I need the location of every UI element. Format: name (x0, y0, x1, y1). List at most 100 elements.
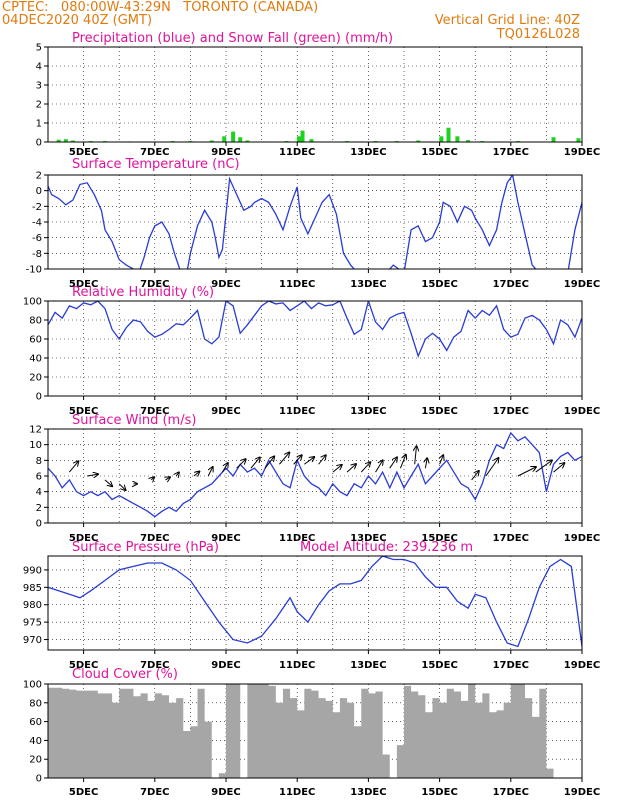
temp-data (48, 175, 582, 269)
wind-arrow (118, 483, 125, 490)
wind-arrow (176, 472, 179, 476)
x-tick-label: 11DEC (279, 147, 315, 158)
snowfall-bar (439, 136, 444, 142)
x-tick-label: 7DEC (140, 660, 169, 671)
rh-data (48, 301, 582, 358)
y-tick-label: 985 (23, 583, 42, 594)
wind-arrow (425, 458, 427, 469)
y-tick-label: 100 (23, 297, 42, 308)
rh-frame (47, 300, 583, 397)
wind-arrow (375, 460, 383, 473)
rh-line (48, 301, 582, 358)
x-tick-label: 11DEC (279, 406, 315, 417)
cloud-data (48, 684, 582, 778)
y-tick-label: -4 (32, 218, 42, 229)
precip-panel: 0 1 2 3 4 5 5DEC 7DEC 9DEC 11DEC 13DEC 15DEC 17DEC 19… (36, 31, 601, 158)
x-tick-label: 15DEC (421, 279, 457, 290)
y-tick-label: -8 (32, 249, 42, 260)
wind-arrow (236, 459, 246, 469)
wind-arrow (346, 464, 356, 473)
x-tick-label: 11DEC (279, 279, 315, 290)
y-tick-label: 0 (36, 186, 42, 197)
x-tick-label: 9DEC (211, 147, 240, 158)
snowfall-bar (63, 139, 68, 142)
x-tick-label: 11DEC (279, 533, 315, 544)
x-tick-label: 9DEC (211, 787, 240, 798)
x-tick-label: 11DEC (279, 787, 315, 798)
wind-arrow (279, 453, 289, 465)
wind-arrow (332, 465, 342, 473)
x-tick-label: 9DEC (211, 533, 240, 544)
wind-arrow (485, 458, 499, 477)
y-tick-label: 0 (36, 392, 42, 403)
wind-arrow (151, 477, 154, 480)
wind-arrow (194, 472, 199, 477)
wind-arrow (250, 457, 260, 469)
y-tick-label: 975 (23, 618, 42, 629)
y-tick-label: 0 (36, 519, 42, 530)
wind-title: Surface Wind (m/s) (72, 413, 196, 428)
x-tick-label: 19DEC (564, 787, 600, 798)
cloud-cover-area (48, 684, 582, 778)
precip-data (56, 127, 581, 142)
x-tick-label: 17DEC (493, 147, 529, 158)
snowfall-bar (455, 136, 460, 142)
x-tick-label: 15DEC (421, 406, 457, 417)
x-tick-label: 5DEC (69, 533, 98, 544)
snowfall-bar (466, 140, 471, 142)
temp-line (48, 175, 582, 269)
y-tick-label: 10 (29, 440, 42, 451)
y-tick-label: 60 (29, 717, 42, 728)
wind-arrow (360, 462, 370, 473)
snowfall-bar (209, 140, 214, 142)
rh-title: Relative Humidity (%) (72, 285, 214, 300)
wind-arrow (104, 479, 112, 486)
y-tick-label: 40 (29, 736, 42, 747)
wind-arrow (553, 463, 565, 473)
snowfall-bar (551, 137, 556, 142)
wind-arrow (517, 467, 536, 477)
y-tick-label: -2 (32, 202, 42, 213)
x-tick-label: 5DEC (69, 279, 98, 290)
x-tick-label: 19DEC (564, 279, 600, 290)
snowfall-bar (296, 136, 301, 142)
x-tick-label: 13DEC (350, 787, 386, 798)
wind-line (48, 431, 582, 518)
x-tick-label: 5DEC (69, 660, 98, 671)
x-tick-label: 15DEC (421, 660, 457, 671)
rh-panel: 0 20 40 60 80 100 5DEC 7DEC 9DEC 11DEC 13DEC 15DEC 1… (23, 285, 600, 417)
cloud-frame (47, 683, 583, 779)
x-tick-label: 17DEC (493, 406, 529, 417)
snowfall-bar (56, 139, 61, 142)
wind-arrow (399, 455, 405, 469)
wind-arrow (535, 460, 552, 473)
x-tick-label: 13DEC (350, 533, 386, 544)
snowfall-bar (231, 131, 236, 142)
y-tick-label: 60 (29, 335, 42, 346)
y-tick-label: 80 (29, 698, 42, 709)
y-tick-label: -10 (26, 265, 42, 276)
x-tick-label: 11DEC (279, 660, 315, 671)
y-tick-label: 8 (36, 456, 42, 467)
x-tick-label: 15DEC (421, 787, 457, 798)
wind-arrow (471, 471, 479, 481)
pressure-subtitle: Model Altitude: 239.236 m (300, 540, 473, 555)
y-tick-label: 5 (36, 43, 42, 54)
y-tick-label: 3 (36, 81, 42, 92)
pressure-frame (47, 555, 583, 651)
x-tick-label: 7DEC (140, 787, 169, 798)
wind-arrow (415, 446, 417, 465)
x-tick-label: 19DEC (564, 533, 600, 544)
snowfall-bar (309, 139, 314, 142)
x-tick-label: 19DEC (564, 660, 600, 671)
precip-title: Precipitation (blue) and Snow Fall (gree… (72, 31, 393, 46)
wind-arrow (293, 455, 302, 465)
x-tick-label: 7DEC (140, 406, 169, 417)
snowfall-bar (446, 127, 451, 142)
snowfall-bar (70, 140, 75, 142)
y-tick-label: 2 (36, 503, 42, 514)
x-tick-label: 9DEC (211, 406, 240, 417)
x-tick-label: 15DEC (421, 533, 457, 544)
wind-data (48, 431, 582, 518)
